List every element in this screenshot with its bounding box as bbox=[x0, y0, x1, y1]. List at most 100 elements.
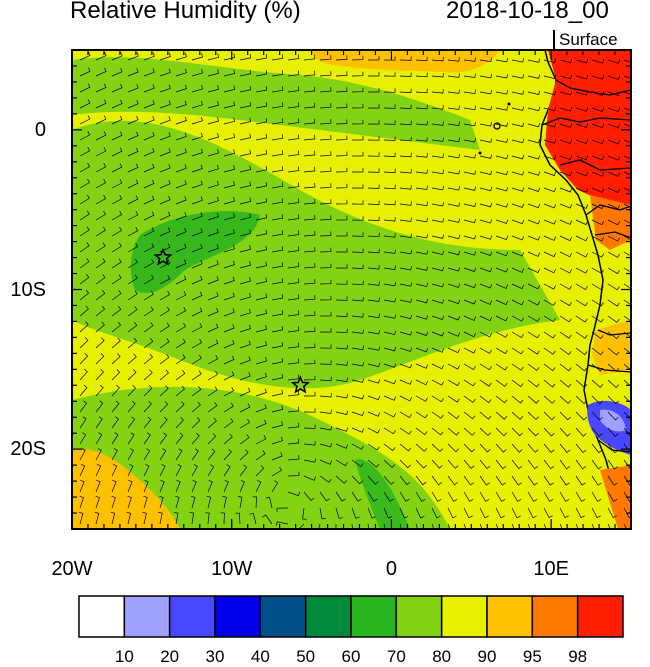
wind-barb bbox=[175, 354, 186, 365]
longitude-label: 0 bbox=[385, 558, 397, 580]
wind-barb bbox=[95, 210, 106, 221]
wind-barb bbox=[79, 448, 86, 461]
wind-barb bbox=[239, 101, 252, 109]
wind-barb bbox=[159, 495, 164, 509]
latitude-label: 10S bbox=[10, 278, 46, 301]
wind-barb bbox=[431, 137, 444, 142]
wind-barb bbox=[623, 251, 631, 257]
wind-barb bbox=[111, 305, 122, 317]
wind-barb bbox=[255, 309, 268, 317]
wind-barb bbox=[143, 322, 154, 333]
wind-barb bbox=[383, 395, 397, 401]
wind-barb bbox=[143, 131, 155, 141]
wind-barb bbox=[575, 75, 589, 80]
wind-barb bbox=[303, 118, 316, 125]
wind-barb bbox=[399, 363, 413, 369]
wind-barb bbox=[463, 491, 474, 502]
wind-barb bbox=[79, 83, 91, 93]
wind-barb bbox=[367, 152, 380, 157]
wind-barb bbox=[303, 263, 316, 269]
latitude-label: 0 bbox=[34, 118, 46, 141]
wind-barb bbox=[239, 308, 251, 317]
wind-barb bbox=[207, 417, 217, 429]
wind-barb bbox=[351, 491, 362, 502]
wind-barb bbox=[175, 448, 183, 461]
wind-barb bbox=[127, 416, 136, 429]
wind-barb bbox=[495, 379, 508, 387]
wind-barb bbox=[575, 475, 586, 486]
wind-barb bbox=[383, 88, 396, 93]
wind-barb bbox=[127, 321, 138, 333]
wind-barb bbox=[271, 118, 284, 125]
axis-ticks bbox=[71, 49, 632, 530]
wind-barb bbox=[527, 235, 541, 241]
wind-barb bbox=[351, 216, 364, 221]
wind-barb bbox=[111, 226, 122, 237]
wind-barb bbox=[95, 147, 107, 157]
wind-barb bbox=[367, 379, 380, 384]
wind-barb bbox=[591, 443, 603, 454]
wind-barb bbox=[351, 200, 364, 205]
wind-barb bbox=[511, 122, 524, 128]
wind-barb bbox=[527, 523, 531, 529]
wind-barb bbox=[351, 394, 365, 400]
wind-barb bbox=[607, 235, 620, 242]
wind-barb bbox=[623, 139, 631, 144]
valid-time: 2018-10-18_00 bbox=[446, 0, 609, 24]
wind-barb bbox=[591, 331, 604, 339]
wind-barb bbox=[431, 169, 444, 175]
wind-barb bbox=[431, 250, 444, 256]
wind-barb bbox=[239, 480, 245, 493]
wind-barb bbox=[447, 250, 461, 256]
moist-band-south bbox=[72, 386, 450, 529]
wind-barb bbox=[351, 184, 364, 189]
wind-barb bbox=[127, 353, 137, 365]
wind-barb bbox=[95, 400, 104, 413]
wind-barb bbox=[271, 405, 284, 413]
wind-barb bbox=[575, 187, 589, 193]
wind-barb bbox=[607, 395, 619, 405]
wind-barb bbox=[463, 138, 476, 143]
wind-barb bbox=[127, 99, 139, 109]
wind-barb bbox=[543, 123, 557, 128]
wind-barb bbox=[351, 523, 353, 529]
wind-barb bbox=[271, 480, 279, 493]
wind-barb bbox=[559, 283, 572, 290]
wind-barb bbox=[527, 507, 537, 519]
wind-barb bbox=[319, 183, 332, 189]
wind-barb bbox=[255, 261, 268, 269]
wind-barb bbox=[543, 491, 554, 502]
wind-barb bbox=[415, 137, 428, 142]
wind-barb bbox=[335, 410, 348, 416]
wind-barb bbox=[559, 187, 573, 193]
wind-barb bbox=[511, 459, 523, 470]
colorbar-label: 20 bbox=[160, 647, 180, 666]
wind-barb bbox=[431, 347, 445, 353]
wind-barb bbox=[239, 53, 252, 61]
wind-barb bbox=[607, 443, 619, 454]
wind-barb bbox=[591, 155, 605, 161]
wind-barb bbox=[463, 89, 476, 94]
wind-barb bbox=[415, 459, 427, 469]
wind-barb bbox=[399, 298, 412, 303]
wind-barb bbox=[623, 107, 631, 112]
colorbar-label: 90 bbox=[477, 647, 497, 666]
wind-barb bbox=[175, 495, 180, 509]
wind-barb bbox=[367, 459, 380, 468]
wind-barb bbox=[479, 331, 492, 338]
wind-barb bbox=[383, 168, 396, 174]
wind-barb bbox=[79, 178, 90, 189]
wind-barb bbox=[207, 53, 220, 61]
colorbar-swatch bbox=[78, 595, 126, 638]
wind-barb bbox=[255, 133, 268, 141]
wind-barb bbox=[431, 202, 444, 207]
wind-barb bbox=[623, 507, 631, 519]
wind-barb bbox=[399, 217, 412, 222]
wind-barb bbox=[159, 290, 171, 301]
wind-barb bbox=[623, 155, 631, 160]
wind-barb bbox=[559, 74, 572, 80]
wind-barb bbox=[127, 448, 134, 461]
wind-barb bbox=[255, 357, 268, 365]
wind-barb bbox=[495, 57, 508, 63]
wind-barb bbox=[463, 315, 477, 321]
